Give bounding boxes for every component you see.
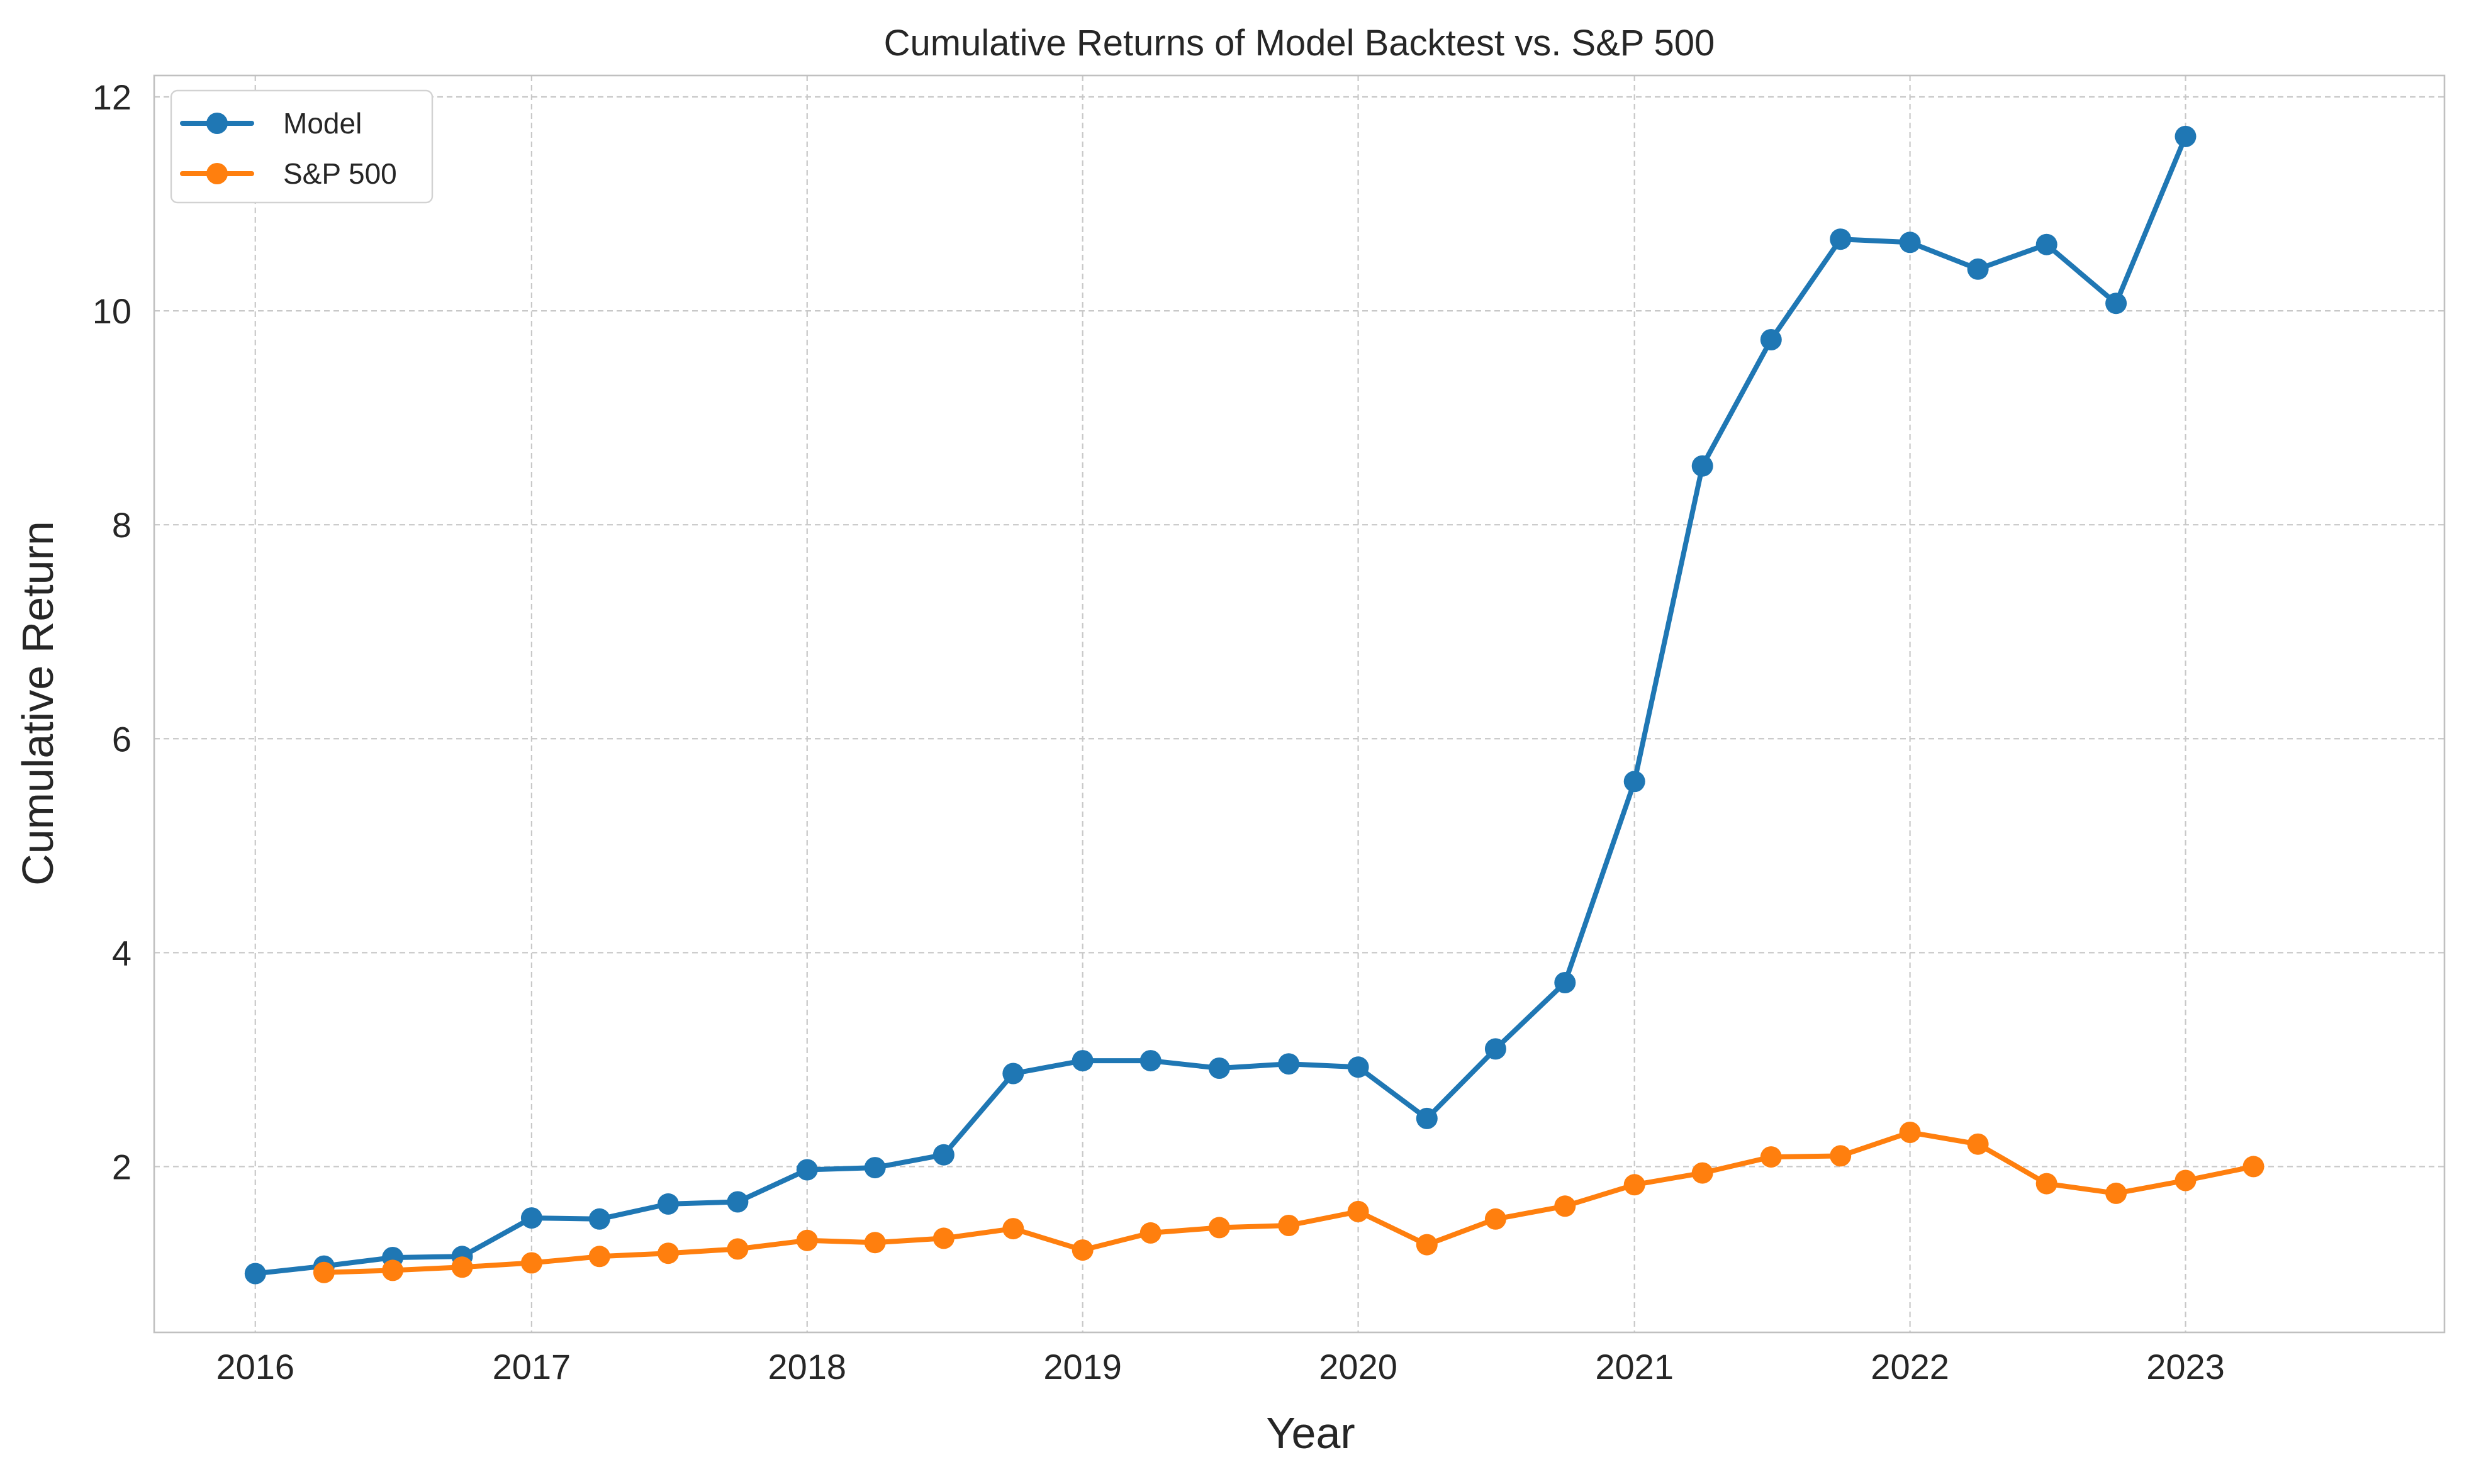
data-point-model [1899, 232, 1921, 254]
data-point-sp500 [382, 1259, 404, 1281]
series-line-sp500 [321, 1130, 2256, 1275]
tick-labels: 2016 2017 2018 2019 2020 2021 2022 2023 2 4 6 8 10 12 [92, 77, 2225, 1386]
data-point-model [2105, 293, 2127, 315]
data-point-model [1416, 1107, 1438, 1129]
x-tick-label: 2021 [1595, 1347, 1674, 1386]
legend-marker-sp500 [206, 163, 228, 184]
data-point-sp500 [1760, 1146, 1782, 1168]
x-tick-label: 2016 [216, 1347, 294, 1386]
data-point-model [727, 1191, 749, 1213]
data-point-sp500 [588, 1246, 610, 1268]
x-tick-label: 2017 [493, 1347, 571, 1386]
data-point-sp500 [932, 1227, 954, 1249]
y-tick-label: 8 [112, 505, 132, 545]
series-sp500 [313, 1122, 2264, 1283]
data-point-sp500 [796, 1229, 818, 1251]
series-line-model [252, 133, 2188, 1276]
data-point-model [588, 1208, 610, 1230]
legend: Model S&P 500 [170, 89, 434, 204]
x-tick-label: 2023 [2146, 1347, 2225, 1386]
legend-label-model: Model [283, 107, 362, 140]
chart-title: Cumulative Returns of Model Backtest vs.… [884, 23, 1715, 64]
data-point-model [1967, 258, 1989, 280]
data-point-sp500 [451, 1256, 473, 1278]
x-tick-label: 2022 [1871, 1347, 1949, 1386]
data-point-sp500 [1278, 1215, 1300, 1236]
data-point-model [2035, 233, 2057, 255]
data-point-model [520, 1207, 542, 1229]
y-tick-label: 4 [112, 933, 132, 973]
data-point-model [1278, 1053, 1300, 1075]
data-point-sp500 [1416, 1234, 1438, 1256]
data-point-sp500 [520, 1252, 542, 1274]
data-point-sp500 [1691, 1162, 1713, 1184]
data-point-sp500 [313, 1261, 335, 1283]
data-point-sp500 [2242, 1156, 2264, 1178]
data-point-model [1208, 1057, 1230, 1079]
data-point-sp500 [1554, 1195, 1576, 1217]
data-point-sp500 [2035, 1173, 2057, 1195]
y-tick-label: 10 [92, 291, 132, 331]
data-point-sp500 [2105, 1182, 2127, 1204]
data-point-sp500 [727, 1238, 749, 1260]
y-tick-label: 2 [112, 1147, 132, 1186]
y-axis-label: Cumulative Return [13, 521, 62, 886]
data-point-sp500 [1967, 1133, 1989, 1155]
x-axis-label: Year [1266, 1409, 1355, 1458]
data-point-model [796, 1159, 818, 1181]
legend-marker-model [206, 113, 228, 134]
data-point-sp500 [1002, 1218, 1024, 1240]
gridlines [154, 75, 2444, 1332]
x-tick-label: 2019 [1043, 1347, 1122, 1386]
data-point-model [1623, 771, 1645, 793]
data-point-model [244, 1263, 266, 1285]
data-point-model [658, 1193, 679, 1215]
data-point-sp500 [1139, 1222, 1162, 1244]
data-point-model [864, 1157, 886, 1179]
data-point-model [1002, 1063, 1024, 1085]
data-point-model [1830, 228, 1852, 250]
data-point-model [1139, 1050, 1162, 1072]
y-tick-label: 12 [92, 77, 132, 117]
data-point-sp500 [1899, 1122, 1921, 1143]
legend-label-sp500: S&P 500 [283, 157, 397, 190]
data-point-model [932, 1144, 954, 1166]
data-point-model [1347, 1056, 1369, 1078]
data-point-sp500 [2175, 1169, 2197, 1191]
data-point-model [1760, 329, 1782, 350]
data-point-sp500 [1623, 1174, 1645, 1196]
x-tick-label: 2018 [768, 1347, 846, 1386]
data-point-model [1072, 1050, 1094, 1072]
y-tick-label: 6 [112, 719, 132, 759]
series-model [244, 125, 2197, 1285]
data-point-sp500 [1347, 1200, 1369, 1222]
series-layer [244, 125, 2264, 1285]
plot-area-frame [153, 74, 2446, 1334]
data-point-sp500 [1208, 1217, 1230, 1239]
data-point-model [1691, 455, 1713, 477]
data-point-model [1554, 972, 1576, 993]
data-point-sp500 [658, 1242, 679, 1264]
data-point-sp500 [1484, 1208, 1506, 1230]
x-tick-label: 2020 [1319, 1347, 1397, 1386]
data-point-model [1484, 1038, 1506, 1060]
data-point-sp500 [1830, 1145, 1852, 1167]
data-point-sp500 [864, 1232, 886, 1254]
data-point-sp500 [1072, 1239, 1094, 1261]
data-point-model [2175, 125, 2197, 147]
